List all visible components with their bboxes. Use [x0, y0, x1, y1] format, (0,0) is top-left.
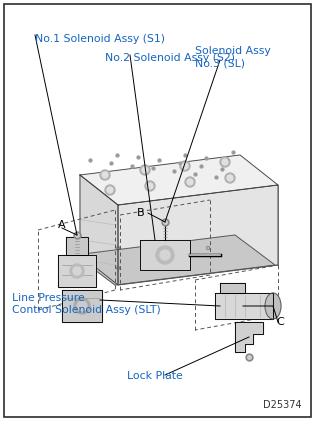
Circle shape — [73, 267, 81, 275]
Text: o: o — [116, 245, 120, 251]
Polygon shape — [80, 175, 118, 285]
Text: No.2 Solenoid Assy (S2): No.2 Solenoid Assy (S2) — [105, 53, 235, 63]
Polygon shape — [235, 322, 263, 352]
Circle shape — [147, 183, 153, 189]
Circle shape — [180, 161, 190, 171]
Polygon shape — [58, 255, 96, 287]
Circle shape — [102, 172, 108, 178]
Text: A: A — [58, 220, 66, 230]
Circle shape — [160, 250, 170, 260]
Circle shape — [145, 181, 155, 191]
Circle shape — [227, 175, 233, 181]
Polygon shape — [215, 293, 273, 319]
Circle shape — [140, 165, 150, 175]
Text: Lock Plate: Lock Plate — [127, 371, 183, 381]
Polygon shape — [118, 185, 278, 285]
Circle shape — [105, 185, 115, 195]
Circle shape — [185, 177, 195, 187]
Text: C: C — [276, 317, 284, 327]
Polygon shape — [66, 237, 88, 255]
Circle shape — [107, 187, 113, 193]
Polygon shape — [80, 155, 278, 205]
Circle shape — [100, 170, 110, 180]
Circle shape — [220, 157, 230, 167]
Text: Line Pressure
Control Solenoid Assy (SLT): Line Pressure Control Solenoid Assy (SLT… — [12, 293, 161, 315]
Text: No.1 Solenoid Assy (S1): No.1 Solenoid Assy (S1) — [35, 34, 165, 44]
Circle shape — [182, 163, 188, 169]
Polygon shape — [75, 235, 275, 285]
Text: D25374: D25374 — [263, 400, 302, 410]
Circle shape — [156, 246, 174, 264]
Ellipse shape — [265, 293, 281, 319]
Text: o: o — [116, 265, 120, 271]
Circle shape — [187, 179, 193, 185]
Polygon shape — [220, 283, 245, 293]
Circle shape — [142, 167, 148, 173]
Circle shape — [74, 298, 90, 314]
Circle shape — [70, 264, 84, 278]
Text: B: B — [137, 208, 145, 218]
Polygon shape — [140, 240, 190, 270]
Polygon shape — [62, 290, 102, 322]
Text: o: o — [206, 245, 210, 251]
Circle shape — [77, 301, 87, 311]
Text: Solenoid Assy
No.3 (SL): Solenoid Assy No.3 (SL) — [195, 46, 271, 68]
Circle shape — [222, 159, 228, 165]
Circle shape — [225, 173, 235, 183]
